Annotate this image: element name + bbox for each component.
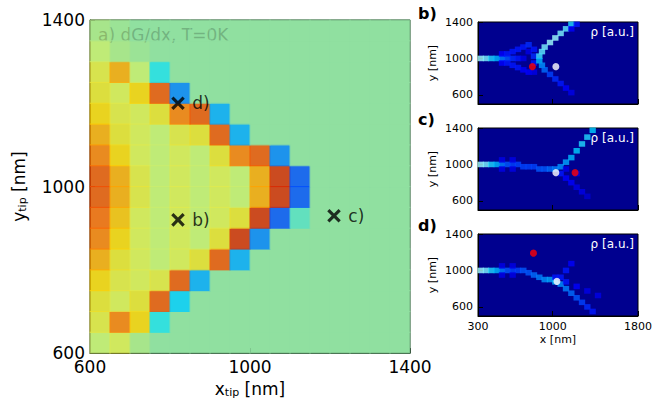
svg-text:x [nm]: x [nm] [540,333,576,346]
svg-text:600: 600 [452,300,473,313]
svg-text:600: 600 [452,88,473,101]
svg-text:c): c) [418,110,435,129]
svg-text:y: y [9,212,29,222]
svg-text:[nm]: [nm] [239,379,285,399]
svg-text:300: 300 [468,320,489,333]
svg-text:tip: tip [16,197,29,211]
svg-text:y [nm]: y [nm] [426,257,439,293]
svg-text:1000: 1000 [445,264,473,277]
svg-text:1400: 1400 [445,122,473,135]
svg-text:[nm]: [nm] [9,151,29,197]
svg-text:b): b) [192,210,209,230]
svg-text:b): b) [418,4,437,23]
svg-text:1000: 1000 [228,357,271,377]
svg-text:1400: 1400 [445,16,473,29]
svg-text:600: 600 [452,194,473,207]
svg-text:tip: tip [225,386,239,399]
svg-text:600: 600 [74,357,106,377]
svg-text:1400: 1400 [445,228,473,241]
svg-text:y [nm]: y [nm] [426,45,439,81]
svg-text:1000: 1000 [539,320,567,333]
svg-text:y [nm]: y [nm] [426,151,439,187]
svg-text:ρ [a.u.]: ρ [a.u.] [591,25,634,39]
svg-text:ρ [a.u.]: ρ [a.u.] [591,237,634,251]
svg-text:1800: 1800 [624,320,652,333]
svg-text:x: x [215,379,225,399]
svg-text:c): c) [348,206,364,226]
svg-text:ρ [a.u.]: ρ [a.u.] [591,131,634,145]
svg-text:1000: 1000 [42,177,85,197]
svg-text:1400: 1400 [388,357,431,377]
svg-text:1000: 1000 [445,158,473,171]
svg-text:d): d) [418,216,437,235]
svg-text:d): d) [192,93,209,113]
svg-text:600: 600 [52,343,85,364]
svg-text:1400: 1400 [42,10,85,30]
svg-text:1000: 1000 [445,52,473,65]
